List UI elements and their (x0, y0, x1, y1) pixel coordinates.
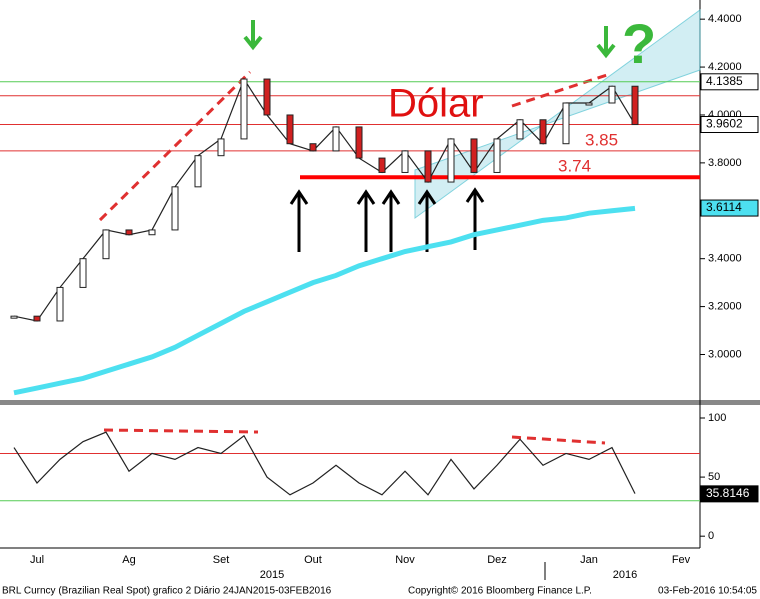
x-tick-label: Set (213, 554, 230, 566)
candle (608, 85, 616, 104)
level-label: 3.74 (558, 157, 591, 176)
price-box (700, 116, 759, 134)
x-tick-label: Fev (672, 554, 691, 566)
price-box-label: 3.6114 (706, 200, 742, 214)
candle (33, 315, 41, 322)
rsi-trend-line (511, 435, 606, 445)
candle (263, 78, 271, 116)
down-arrows (243, 20, 616, 59)
candle (585, 102, 593, 106)
trend-line (511, 72, 611, 108)
annotation: ? (622, 12, 656, 75)
footer-right: 03-Feb-2016 10:54:05 (658, 586, 757, 597)
price-panel (0, 0, 700, 400)
series-line (13, 205, 636, 396)
series-line (13, 431, 636, 496)
year-label: 2015 (260, 569, 284, 581)
x-tick-label: Dez (487, 554, 507, 566)
candle (355, 126, 363, 159)
y-tick-label: 3.2000 (708, 300, 742, 312)
candle (286, 114, 294, 145)
panel-divider (0, 400, 760, 405)
candle (447, 138, 455, 183)
candle (194, 155, 202, 188)
candle (516, 119, 524, 140)
footer-center: Copyright© 2016 Bloomberg Finance L.P. (408, 586, 592, 597)
x-tick-label: Jan (580, 554, 598, 566)
candle (631, 85, 639, 126)
candle (493, 138, 501, 173)
price-box-label: 4.1385 (706, 74, 743, 88)
candle (378, 157, 386, 173)
candle (240, 78, 248, 140)
candle (79, 258, 87, 288)
price-box-label: 3.9602 (706, 117, 743, 131)
candle (148, 229, 156, 236)
price-box (700, 199, 759, 217)
y-tick-label: 4.2000 (708, 61, 742, 73)
candle (562, 102, 570, 145)
candle (332, 126, 340, 152)
y-tick-label: 0 (708, 530, 714, 542)
x-tick-label: Out (304, 554, 322, 566)
x-tick-label: Jul (30, 554, 44, 566)
candle (309, 143, 317, 152)
rsi-trend-line (103, 428, 259, 434)
y-tick-label: 3.0000 (708, 348, 742, 360)
candle (217, 138, 225, 157)
y-tick-label: 4.4000 (708, 13, 742, 25)
y-tick-label: 100 (708, 412, 726, 424)
candle (470, 138, 478, 173)
y-tick-label: 3.4000 (708, 253, 742, 265)
candle (401, 150, 409, 173)
y-tick-label: 50 (708, 471, 720, 483)
candle (10, 315, 18, 319)
level-label: 3.85 (585, 130, 618, 149)
series-line (13, 77, 636, 322)
candle (125, 229, 133, 236)
year-label: 2016 (613, 569, 637, 581)
candle (102, 229, 110, 260)
annotation: Dólar (388, 82, 484, 126)
price-box-label: 35.8146 (706, 486, 750, 500)
x-tick-label: Nov (395, 554, 415, 566)
candle (424, 150, 432, 183)
trend-line (98, 70, 252, 222)
up-arrows (289, 187, 485, 252)
x-tick-label: Ag (122, 554, 135, 566)
y-tick-label: 3.8000 (708, 157, 742, 169)
candle (539, 119, 547, 145)
candle (56, 286, 64, 322)
channel (414, 9, 701, 219)
candle (171, 186, 179, 231)
footer-left: BRL Curncy (Brazilian Real Spot) grafico… (2, 586, 332, 597)
price-box (700, 485, 759, 503)
price-box (700, 73, 759, 91)
